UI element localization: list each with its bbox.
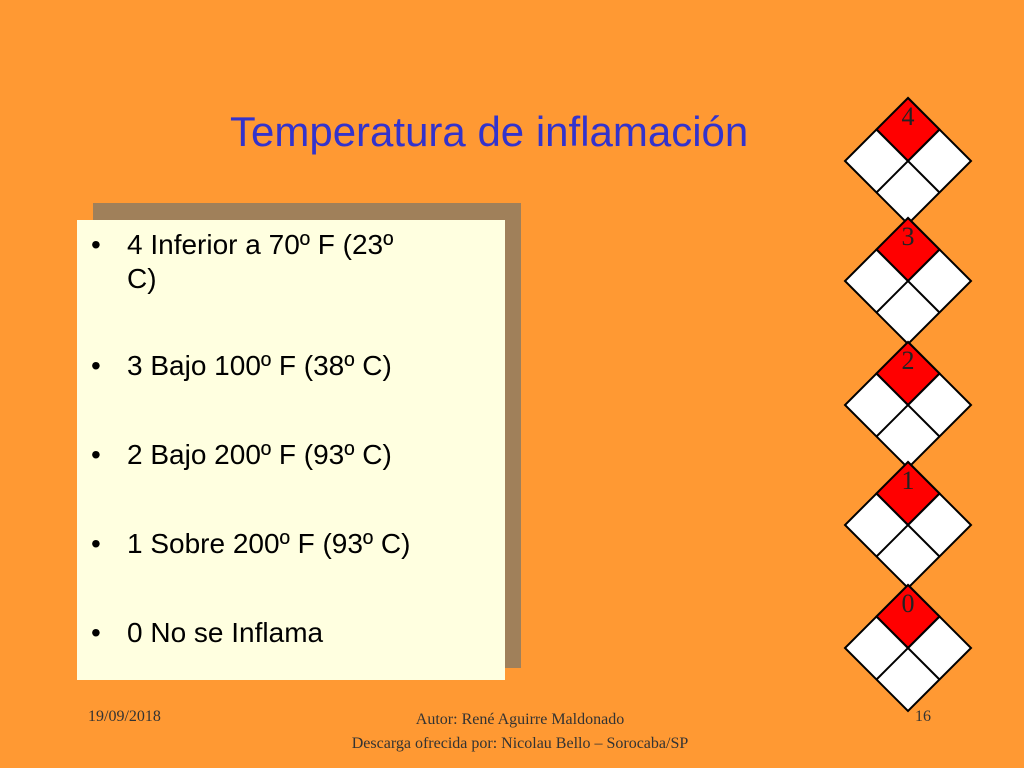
- diamond-number: 3: [901, 222, 915, 251]
- list-item: • 1 Sobre 200º F (93º C): [91, 527, 485, 561]
- nfpa-diamond-icon: 0: [843, 583, 973, 713]
- diamond-number: 2: [901, 346, 915, 375]
- bullet-text: 1 Sobre 200º F (93º C): [127, 528, 411, 559]
- bullet-icon: •: [91, 350, 101, 381]
- diamond-number: 1: [901, 466, 915, 495]
- nfpa-diamond-icon: 2: [843, 340, 973, 470]
- footer-download-line: Descarga ofrecida por: Nicolau Bello – S…: [351, 735, 689, 752]
- list-item: • 4 Inferior a 70º F (23º C): [91, 228, 485, 296]
- diamond-number: 0: [901, 589, 915, 618]
- slide-title: Temperatura de inflamación: [230, 108, 749, 155]
- list-item: • 0 No se Inflama: [91, 616, 485, 650]
- content-box: • 4 Inferior a 70º F (23º C) • 3 Bajo 10…: [77, 220, 505, 680]
- bullet-icon: •: [91, 229, 101, 260]
- bullet-text: 3 Bajo 100º F (38º C): [127, 350, 392, 381]
- nfpa-diamond-icon: 4: [843, 96, 973, 226]
- bullet-text: 2 Bajo 200º F (93º C): [127, 439, 392, 470]
- bullet-list: • 4 Inferior a 70º F (23º C) • 3 Bajo 10…: [91, 228, 485, 650]
- bullet-text-continued: C): [127, 263, 157, 294]
- footer-author-line: Autor: René Aguirre Maldonado: [415, 711, 625, 728]
- bullet-icon: •: [91, 528, 101, 559]
- nfpa-diamond-icon: 3: [843, 216, 973, 346]
- footer-date: 19/09/2018: [88, 708, 161, 725]
- list-item: • 3 Bajo 100º F (38º C): [91, 349, 485, 383]
- nfpa-diamond-icon: 1: [843, 460, 973, 590]
- diamond-number: 4: [901, 102, 915, 131]
- footer-author: Autor: René Aguirre Maldonado Descarga o…: [290, 708, 750, 756]
- page-number: 16: [915, 708, 931, 725]
- list-item: • 2 Bajo 200º F (93º C): [91, 438, 485, 472]
- bullet-text: 4 Inferior a 70º F (23º: [127, 229, 394, 260]
- bullet-icon: •: [91, 439, 101, 470]
- bullet-text: 0 No se Inflama: [127, 617, 324, 648]
- bullet-icon: •: [91, 617, 101, 648]
